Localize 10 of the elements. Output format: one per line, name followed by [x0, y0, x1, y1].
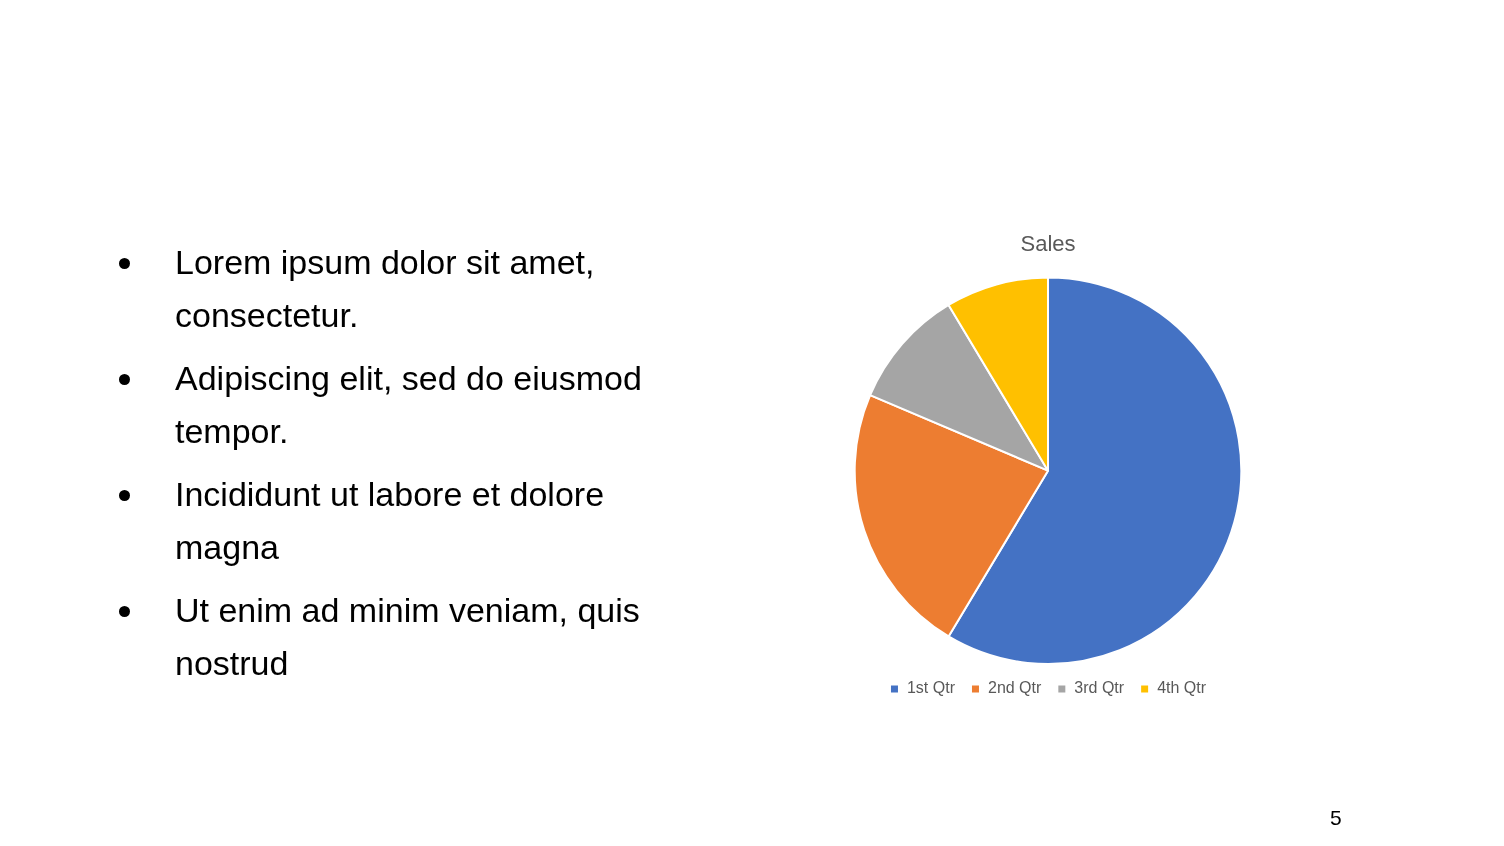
- text: 5: [1330, 806, 1342, 830]
- text: Ut enim ad minim veniam, quis nostrud: [174, 590, 641, 684]
- legend-label: 3rd Qtr: [1074, 679, 1125, 697]
- legend-label: 2nd Qtr: [987, 679, 1043, 697]
- text: Adipiscing elit, sed do eiusmod tempor.: [174, 358, 643, 452]
- chart-title: Sales: [1020, 231, 1076, 257]
- legend-label: 4th Qtr: [1157, 679, 1207, 697]
- text: Lorem ipsum dolor sit amet, consectetur.: [174, 242, 596, 336]
- text: Incididunt ut labore et dolore magna: [174, 474, 606, 568]
- legend-label: 1st Qtr: [906, 679, 956, 697]
